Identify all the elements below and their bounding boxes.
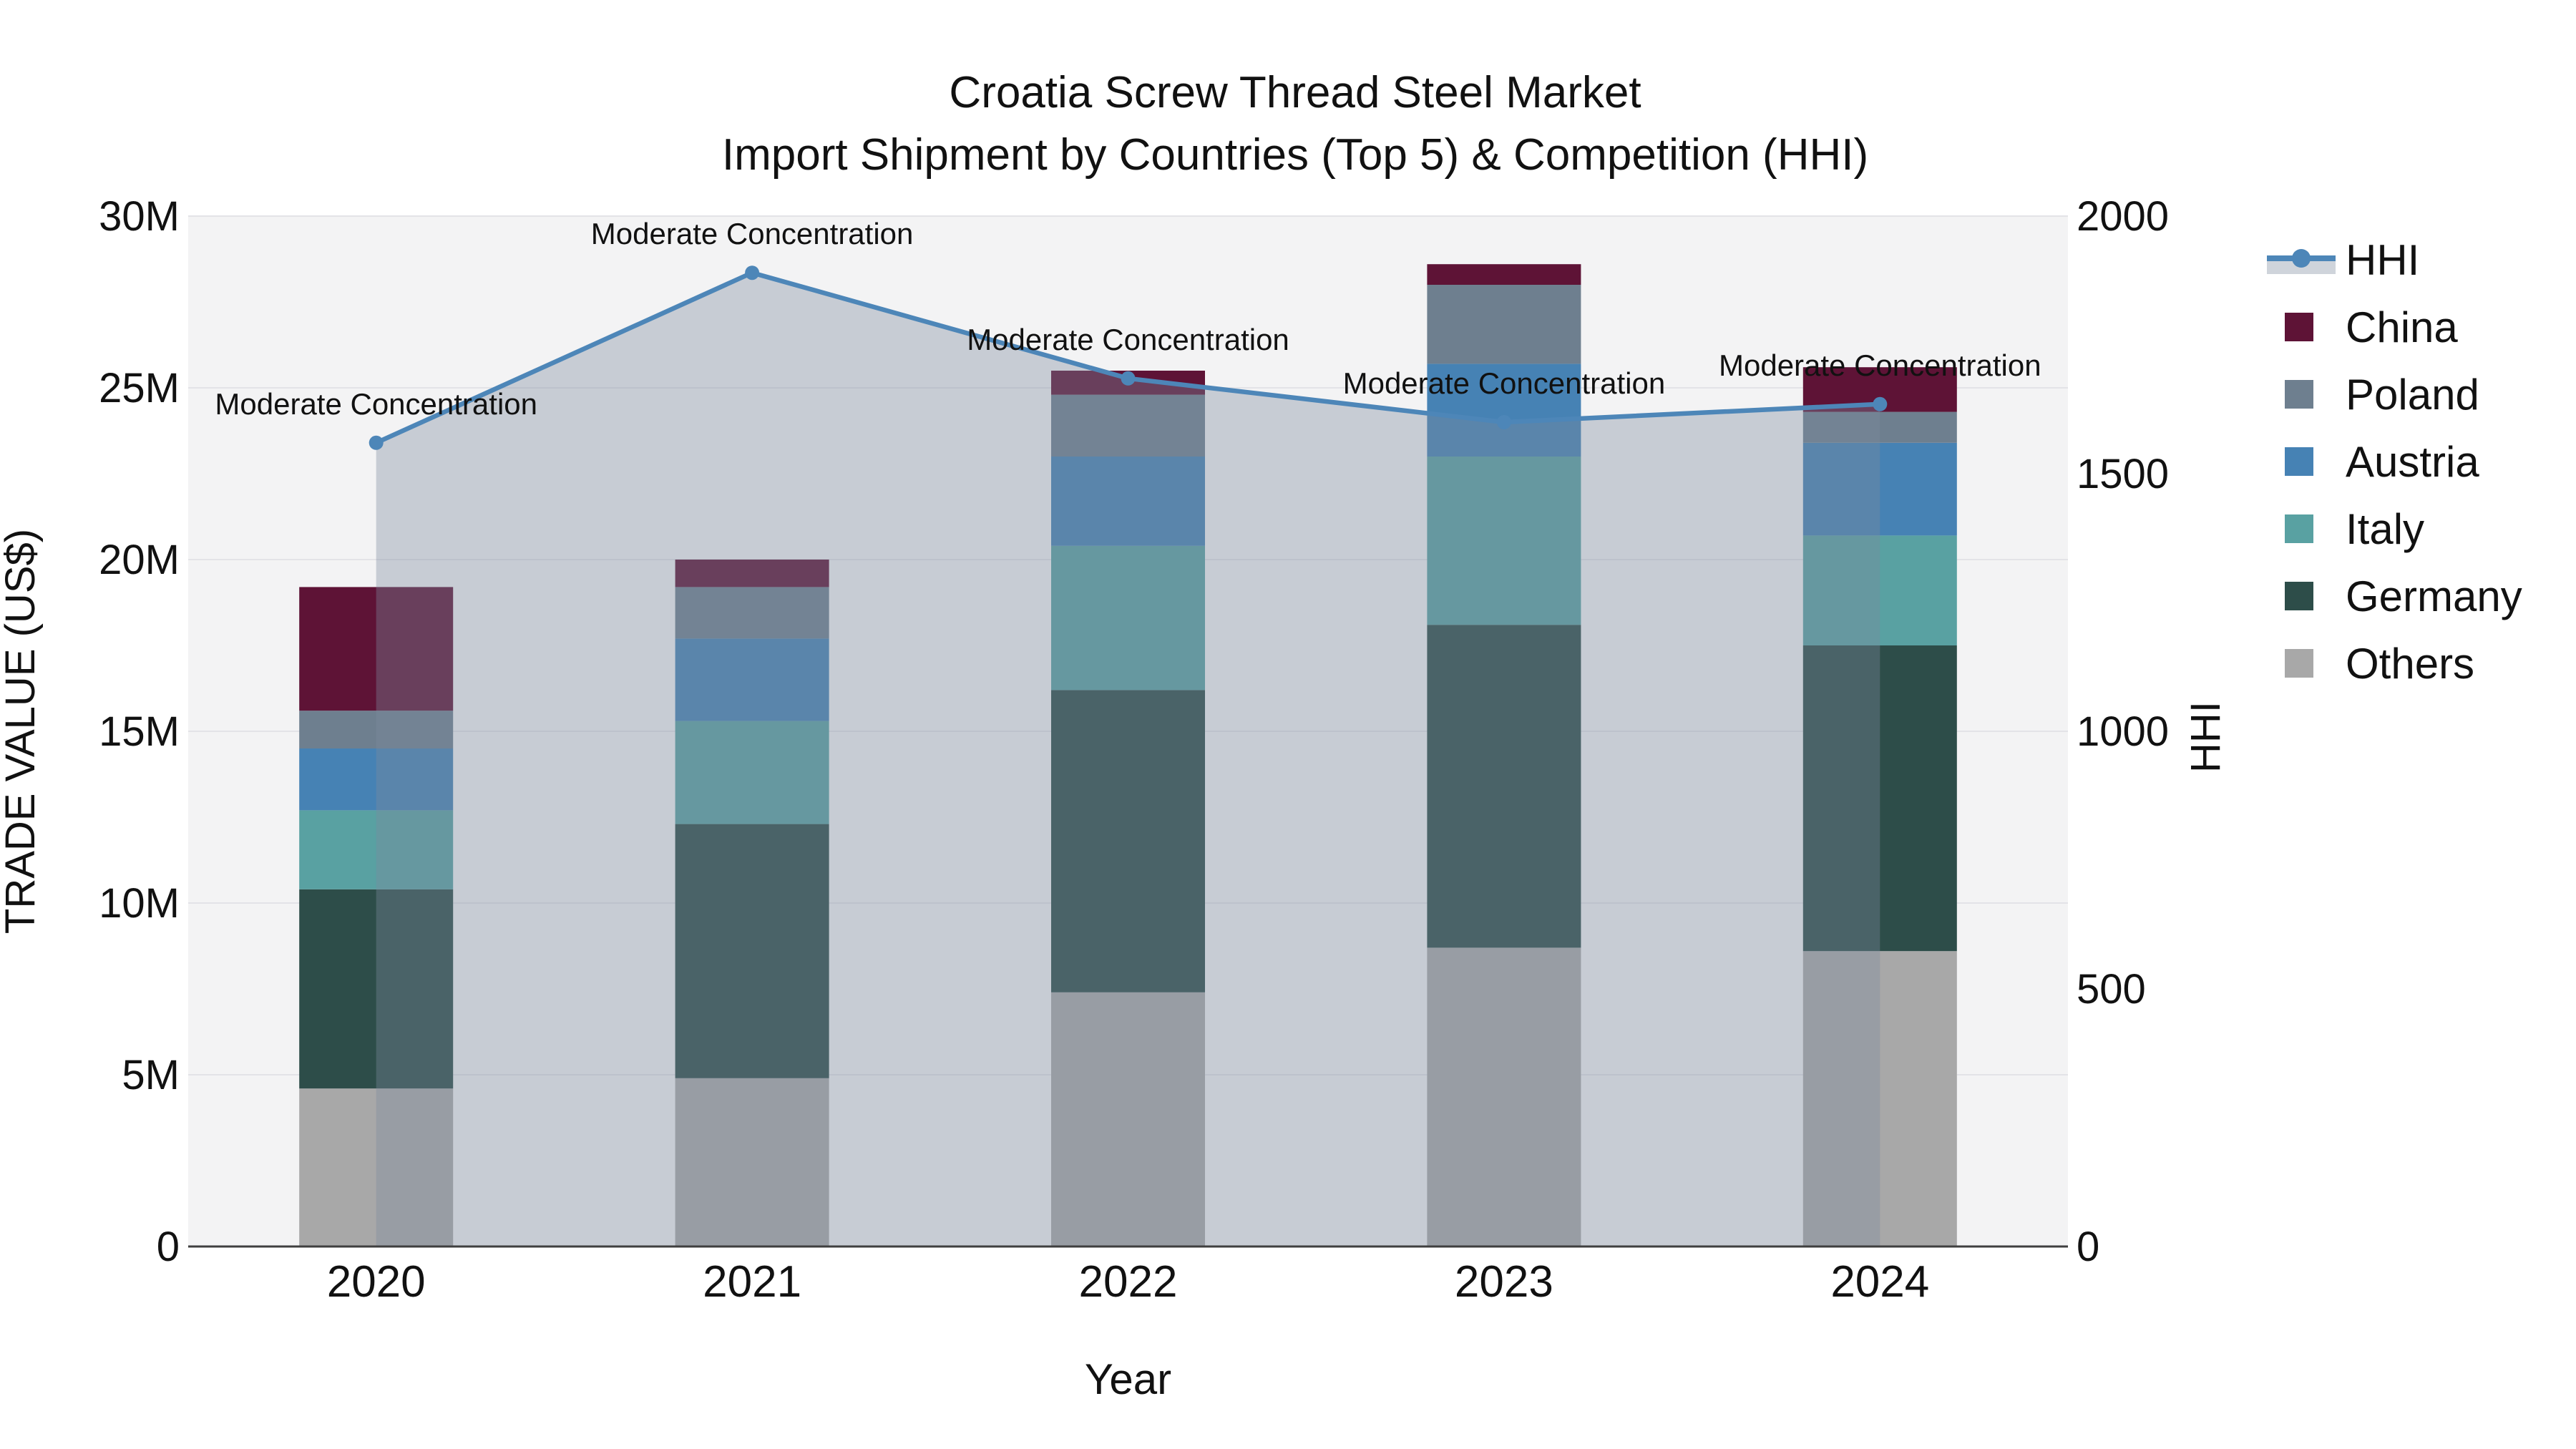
bar-segment-germany-2023	[1427, 625, 1581, 948]
right-axis-ticks: 0 500 1000 1500 2000	[2077, 193, 2169, 1270]
legend-item-hhi[interactable]: HHI	[2267, 236, 2419, 284]
bar-segment-germany-2021	[675, 824, 829, 1078]
hhi-area-fill	[376, 273, 1880, 1247]
legend-label-poland: Poland	[2346, 371, 2479, 419]
bar-segment-austria-2021	[675, 638, 829, 721]
bar-segment-italy-2024	[1802, 535, 1957, 645]
bar-segment-poland-2021	[675, 587, 829, 639]
hhi-area	[376, 273, 1880, 1247]
annotation-label-2021: Moderate Concentration	[591, 217, 914, 250]
left-axis-title: TRADE VALUE (US$)	[0, 529, 44, 934]
left-tick-label-15M: 15M	[99, 708, 180, 755]
x-tick-label-2020: 2020	[327, 1257, 426, 1307]
legend-swatch-italy	[2285, 514, 2313, 543]
legend-label-germany: Germany	[2346, 572, 2522, 620]
stacked-bars	[299, 264, 1957, 1246]
legend-item-poland[interactable]: Poland	[2285, 371, 2479, 419]
hhi-marker-2021	[745, 265, 760, 280]
hhi-marker-2023	[1496, 415, 1511, 429]
bar-segment-austria-2023	[1427, 364, 1581, 457]
left-tick-label-25M: 25M	[99, 365, 180, 411]
legend-item-germany[interactable]: Germany	[2285, 572, 2522, 620]
left-tick-label-20M: 20M	[99, 537, 180, 583]
hhi-line	[369, 265, 1888, 450]
legend-item-italy[interactable]: Italy	[2285, 505, 2424, 553]
left-tick-label-30M: 30M	[99, 193, 180, 240]
legend-label-others: Others	[2346, 640, 2474, 688]
bar-segment-italy-2022	[1051, 545, 1205, 691]
hhi-marker-2022	[1121, 371, 1136, 386]
bar-segment-austria-2024	[1802, 442, 1957, 536]
bar-segment-poland-2024	[1802, 411, 1957, 443]
left-tick-label-5M: 5M	[122, 1052, 180, 1098]
bar-segment-others-2023	[1427, 947, 1581, 1246]
legend-swatch-germany	[2285, 582, 2313, 610]
x-axis-title: Year	[1085, 1355, 1171, 1403]
legend: HHI China Poland Austria Italy Germany Others	[2267, 236, 2522, 688]
bar-segment-germany-2024	[1802, 645, 1957, 952]
annotation-label-2022: Moderate Concentration	[967, 323, 1289, 356]
legend-swatch-poland	[2285, 380, 2313, 409]
x-axis-ticks: 2020 2021 2022 2023 2024	[327, 1257, 1930, 1307]
annotation-label-2024: Moderate Concentration	[1719, 348, 2041, 382]
left-tick-label-10M: 10M	[99, 880, 180, 927]
chart-title: Croatia Screw Thread Steel Market	[949, 68, 1641, 117]
bar-segment-austria-2020	[299, 748, 454, 811]
right-tick-label-0: 0	[2077, 1224, 2099, 1270]
annotation-label-2020: Moderate Concentration	[215, 387, 537, 421]
bar-segment-others-2022	[1051, 992, 1205, 1246]
x-tick-label-2024: 2024	[1830, 1257, 1929, 1307]
legend-hhi-marker-sample	[2292, 249, 2311, 268]
bar-segment-others-2021	[675, 1078, 829, 1246]
legend-swatch-china	[2285, 313, 2313, 341]
bar-segment-others-2020	[299, 1088, 454, 1246]
chart-subtitle: Import Shipment by Countries (Top 5) & C…	[722, 130, 1868, 180]
legend-item-china[interactable]: China	[2285, 303, 2458, 351]
bar-segment-others-2024	[1802, 951, 1957, 1246]
legend-item-others[interactable]: Others	[2285, 640, 2474, 688]
x-tick-label-2023: 2023	[1455, 1257, 1553, 1307]
right-tick-label-500: 500	[2077, 966, 2146, 1013]
x-tick-label-2021: 2021	[703, 1257, 801, 1307]
hhi-marker-2020	[369, 435, 384, 450]
hhi-marker-2024	[1873, 396, 1888, 411]
left-tick-label-0: 0	[157, 1224, 180, 1270]
bar-segment-poland-2020	[299, 711, 454, 748]
bar-segment-italy-2020	[299, 810, 454, 889]
bar-segment-china-2023	[1427, 264, 1581, 285]
bar-segment-germany-2020	[299, 889, 454, 1089]
bar-segment-italy-2021	[675, 721, 829, 824]
right-tick-label-1000: 1000	[2077, 708, 2169, 755]
left-axis-ticks: 0 5M 10M 15M 20M 25M 30M	[99, 193, 180, 1270]
right-axis-title: HHI	[2182, 701, 2229, 773]
legend-label-hhi: HHI	[2346, 236, 2419, 284]
bar-segment-poland-2022	[1051, 394, 1205, 457]
bar-segment-germany-2022	[1051, 690, 1205, 992]
bar-segment-italy-2023	[1427, 457, 1581, 625]
bar-segment-austria-2022	[1051, 457, 1205, 546]
legend-swatch-austria	[2285, 447, 2313, 476]
legend-label-austria: Austria	[2346, 438, 2479, 486]
right-tick-label-2000: 2000	[2077, 193, 2169, 240]
annotation-label-2023: Moderate Concentration	[1343, 366, 1666, 400]
x-tick-label-2022: 2022	[1079, 1257, 1178, 1307]
bar-segment-china-2020	[299, 587, 454, 711]
legend-label-italy: Italy	[2346, 505, 2424, 553]
right-tick-label-1500: 1500	[2077, 451, 2169, 497]
legend-swatch-others	[2285, 649, 2313, 678]
legend-item-austria[interactable]: Austria	[2285, 438, 2479, 486]
bar-segment-china-2021	[675, 560, 829, 587]
annotations: Moderate Concentration Moderate Concentra…	[215, 217, 2041, 421]
bar-segment-poland-2023	[1427, 285, 1581, 364]
legend-label-china: China	[2346, 303, 2458, 351]
